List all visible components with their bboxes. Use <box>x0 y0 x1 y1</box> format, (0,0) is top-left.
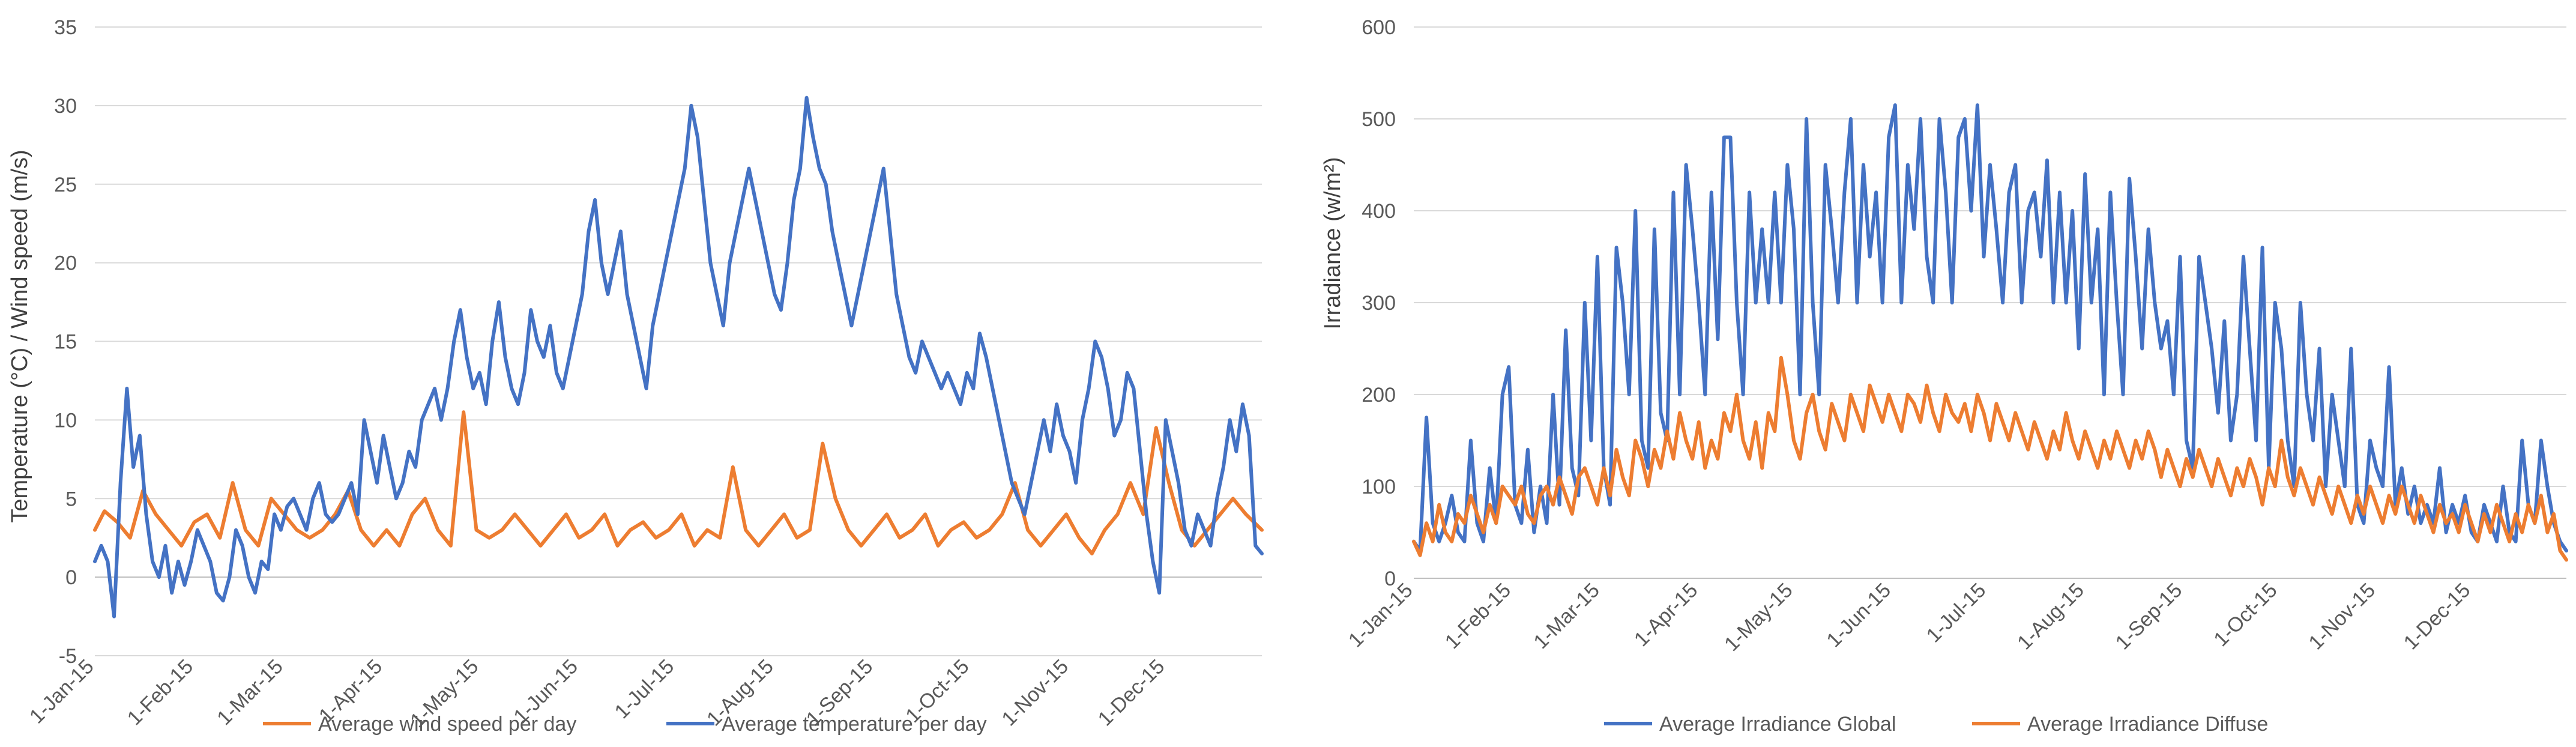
irradiance-y-tick-label: 400 <box>1362 200 1396 223</box>
temperature-wind-x-tick-label: 1-Dec-15 <box>1094 655 1169 731</box>
irradiance-y-tick-label: 300 <box>1362 292 1396 315</box>
irradiance-y-tick-label: 500 <box>1362 108 1396 131</box>
temperature-wind-y-tick-label: 30 <box>54 95 77 118</box>
legend-label-global: Average Irradiance Global <box>1659 713 1896 736</box>
irradiance-y-tick-label: 0 <box>1384 567 1396 590</box>
temperature-wind-series <box>93 95 1264 618</box>
irradiance-x-tick-label: 1-Feb-15 <box>1441 579 1515 653</box>
temperature-wind-y-ticks: -5 0 5 10 15 20 25 30 35 <box>54 16 77 668</box>
temperature-wind-gridlines <box>95 26 1262 656</box>
irradiance-x-tick-label: 1-Nov-15 <box>2304 579 2380 655</box>
temperature-wind-y-tick-label: 35 <box>54 16 77 39</box>
irradiance-y-tick-label: 200 <box>1362 384 1396 407</box>
temperature-wind-y-tick-label: 5 <box>65 488 77 510</box>
legend-label-wind: Average wind speed per day <box>318 713 576 736</box>
temperature-wind-y-tick-label: -5 <box>59 645 77 668</box>
irradiance-x-tick-label: 1-Jan-15 <box>1344 579 1417 652</box>
irradiance-x-tick-label: 1-Mar-15 <box>1529 579 1603 653</box>
temperature-wind-y-axis-title: Temperature (°C) / Wind speed (m/s) <box>7 150 32 522</box>
temperature-wind-chart: -5 0 5 10 15 20 25 30 35 1-Jan-15 1-Feb-15 1-Mar-1… <box>7 16 1264 736</box>
series-line-average-temperature-per-day <box>93 95 1264 618</box>
series-line-average-wind-speed-per-day <box>93 410 1264 555</box>
temperature-wind-x-tick-label: 1-Feb-15 <box>123 655 198 730</box>
temperature-wind-x-tick-label: 1-Mar-15 <box>213 655 287 730</box>
irradiance-x-tick-label: 1-Jun-15 <box>1822 579 1895 652</box>
legend-label-diffuse: Average Irradiance Diffuse <box>2027 713 2268 736</box>
temperature-wind-y-tick-label: 20 <box>54 252 77 275</box>
temperature-wind-y-tick-label: 15 <box>54 331 77 354</box>
irradiance-x-tick-label: 1-May-15 <box>1720 579 1797 656</box>
legend-label-temperature: Average temperature per day <box>722 713 987 736</box>
irradiance-series <box>1412 103 2568 562</box>
irradiance-x-tick-label: 1-Sep-15 <box>2111 579 2187 655</box>
temperature-wind-x-tick-label: 1-Jul-15 <box>611 655 679 724</box>
temperature-wind-y-tick-label: 0 <box>65 566 77 589</box>
series-line-average-irradiance-diffuse <box>1412 355 2568 562</box>
irradiance-y-ticks: 0 100 200 300 400 500 600 <box>1362 16 1396 590</box>
irradiance-x-tick-label: 1-Aug-15 <box>2013 579 2089 655</box>
irradiance-legend: Average Irradiance Global Average Irradi… <box>1604 713 2268 736</box>
temperature-wind-y-tick-label: 10 <box>54 409 77 432</box>
irradiance-x-ticks: 1-Jan-15 1-Feb-15 1-Mar-15 1-Apr-15 1-May-15… <box>1344 579 2475 656</box>
temperature-wind-x-ticks: 1-Jan-15 1-Feb-15 1-Mar-15 1-Apr-15 1-May-15… <box>25 655 1169 732</box>
irradiance-x-tick-label: 1-Apr-15 <box>1630 579 1702 651</box>
irradiance-y-tick-label: 100 <box>1362 476 1396 498</box>
temperature-wind-x-tick-label: 1-Nov-15 <box>997 655 1073 731</box>
irradiance-gridlines <box>1414 26 2566 579</box>
temperature-wind-legend: Average wind speed per day Average tempe… <box>263 713 987 736</box>
irradiance-y-tick-label: 600 <box>1362 16 1396 39</box>
irradiance-y-axis-title: Irradiance (w/m²) <box>1320 157 1345 329</box>
irradiance-x-tick-label: 1-Oct-15 <box>2209 579 2281 651</box>
temperature-wind-y-tick-label: 25 <box>54 174 77 196</box>
irradiance-x-tick-label: 1-Dec-15 <box>2400 579 2475 655</box>
series-line-average-irradiance-global <box>1412 103 2568 553</box>
irradiance-x-tick-label: 1-Jul-15 <box>1922 579 1991 647</box>
